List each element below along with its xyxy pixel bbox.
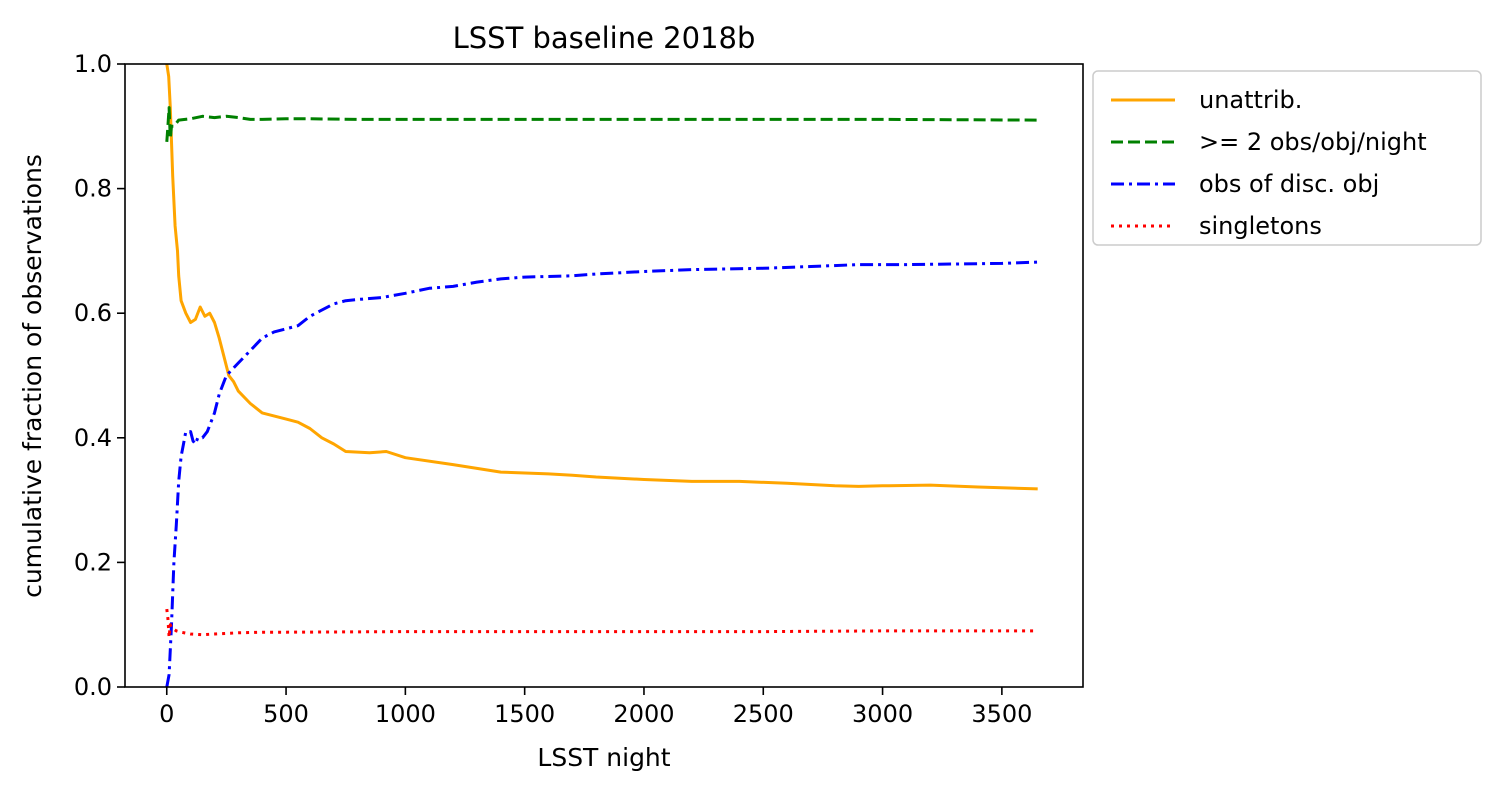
x-tick-label: 3500	[971, 700, 1032, 728]
y-tick-label: 0.2	[74, 548, 112, 576]
y-ticks: 0.0 0.2 0.4 0.6 0.8 1.0	[74, 50, 125, 701]
x-axis-label: LSST night	[537, 743, 670, 772]
x-tick-label: 1500	[494, 700, 555, 728]
x-tick-label: 500	[263, 700, 309, 728]
series-layer	[165, 63, 1038, 688]
x-ticks: 0 500 1000 1500 2000 2500 3000 3500	[159, 687, 1032, 728]
series-line-2	[165, 260, 1038, 688]
y-tick-label: 0.8	[74, 175, 112, 203]
legend-label-3: singletons	[1199, 212, 1322, 240]
x-tick-label: 1000	[375, 700, 436, 728]
chart-title: LSST baseline 2018b	[453, 21, 756, 55]
legend-box	[1092, 70, 1482, 246]
series-line-1	[165, 106, 1038, 143]
y-tick-label: 0.6	[74, 299, 112, 327]
y-tick-label: 0.4	[74, 424, 112, 452]
x-tick-label: 0	[159, 700, 174, 728]
x-tick-label: 3000	[852, 700, 913, 728]
legend-label-2: obs of disc. obj	[1199, 170, 1379, 198]
x-tick-label: 2000	[613, 700, 674, 728]
x-tick-label: 2500	[733, 700, 794, 728]
y-tick-label: 0.0	[74, 673, 112, 701]
legend: unattrib. >= 2 obs/obj/night obs of disc. …	[1092, 70, 1482, 246]
series-line-3	[165, 608, 1038, 639]
y-tick-label: 1.0	[74, 50, 112, 78]
plot-frame	[124, 63, 1084, 688]
series-line-0	[165, 63, 1038, 491]
y-axis-label: cumulative fraction of observations	[18, 154, 47, 598]
legend-label-0: unattrib.	[1199, 86, 1302, 114]
legend-label-1: >= 2 obs/obj/night	[1199, 128, 1427, 156]
